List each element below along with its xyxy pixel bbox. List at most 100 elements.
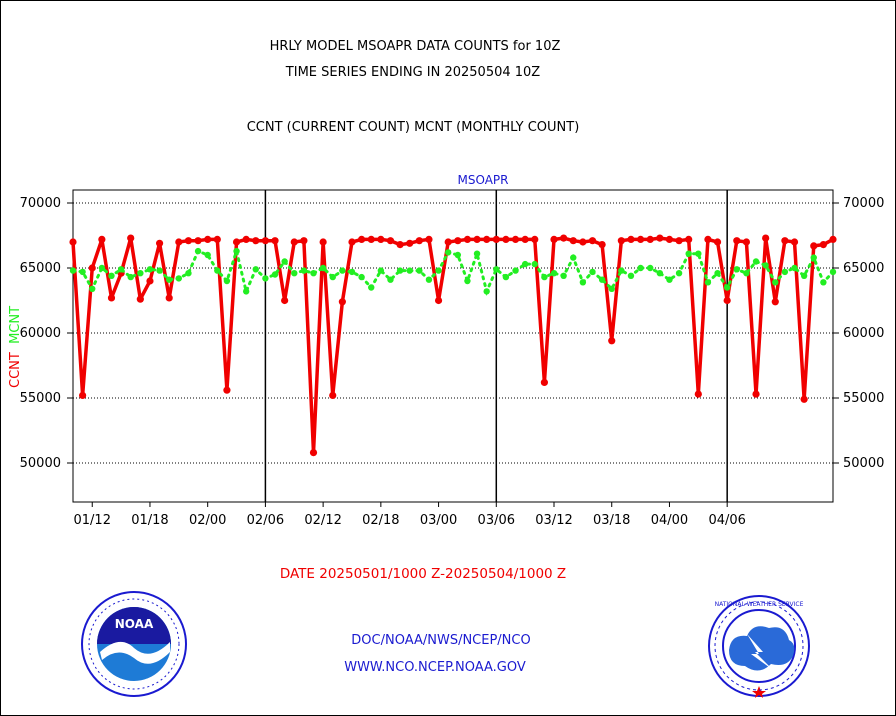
point-mcnt xyxy=(368,284,375,291)
point-mcnt xyxy=(233,247,240,255)
point-ccnt xyxy=(261,237,270,245)
point-ccnt xyxy=(627,235,635,243)
point-ccnt xyxy=(386,237,395,245)
point-mcnt xyxy=(262,275,269,282)
point-ccnt xyxy=(175,238,183,246)
x-tick-label: 04/06 xyxy=(708,513,745,528)
nco-link-www[interactable]: WWW.NCO.NCEP.NOAA.GOV xyxy=(344,660,526,675)
series-line-mcnt xyxy=(71,245,835,297)
point-mcnt xyxy=(98,264,106,272)
nws-logo-icon: NATIONAL WEATHER SERVICE xyxy=(708,595,810,698)
point-ccnt xyxy=(377,235,385,243)
header-title-line1: HRLY MODEL MSOAPR DATA COUNTS for 10Z xyxy=(269,39,561,54)
point-mcnt xyxy=(743,270,750,277)
point-ccnt xyxy=(579,238,587,246)
point-ccnt xyxy=(810,242,818,250)
point-mcnt xyxy=(454,251,462,259)
point-mcnt xyxy=(695,250,702,257)
point-ccnt xyxy=(69,238,77,246)
point-ccnt xyxy=(358,235,366,243)
point-ccnt xyxy=(79,391,87,399)
point-ccnt xyxy=(338,298,346,306)
x-tick-label: 03/00 xyxy=(420,513,457,528)
point-ccnt xyxy=(502,235,510,243)
point-mcnt xyxy=(425,276,433,283)
point-ccnt xyxy=(194,237,202,245)
point-ccnt xyxy=(367,235,375,243)
point-ccnt xyxy=(252,237,260,245)
point-mcnt xyxy=(435,267,442,274)
point-mcnt xyxy=(598,276,606,283)
point-mcnt xyxy=(108,272,115,279)
y-tick-label-right: 50000 xyxy=(843,456,884,471)
date-range-label: DATE 20250501/1000 Z-20250504/1000 Z xyxy=(279,566,567,582)
y-tick-label-left: 70000 xyxy=(20,196,61,211)
point-ccnt xyxy=(781,237,789,245)
y-tick-label-left: 60000 xyxy=(20,326,61,341)
point-ccnt xyxy=(107,294,116,302)
point-ccnt xyxy=(281,296,289,305)
point-ccnt xyxy=(425,235,433,243)
point-ccnt xyxy=(521,235,529,243)
point-mcnt xyxy=(800,272,808,279)
x-tick-label: 03/06 xyxy=(478,513,515,528)
point-mcnt xyxy=(829,268,837,276)
point-mcnt xyxy=(377,267,385,274)
y-tick-label-right: 60000 xyxy=(843,326,884,341)
point-ccnt xyxy=(511,235,520,243)
point-ccnt xyxy=(656,234,664,242)
point-ccnt xyxy=(675,237,683,245)
point-mcnt xyxy=(791,264,798,272)
x-tick-label: 02/00 xyxy=(189,513,226,528)
point-mcnt xyxy=(319,264,327,272)
point-mcnt xyxy=(675,270,683,277)
point-mcnt xyxy=(156,267,163,274)
point-ccnt xyxy=(560,234,568,242)
point-ccnt xyxy=(646,235,654,243)
point-mcnt xyxy=(550,270,558,277)
point-mcnt xyxy=(310,270,317,277)
point-mcnt xyxy=(762,262,769,269)
point-ccnt xyxy=(694,390,702,398)
point-ccnt xyxy=(800,395,808,403)
x-tick-label: 01/12 xyxy=(74,513,111,528)
point-mcnt xyxy=(820,279,827,286)
point-ccnt xyxy=(685,235,693,243)
point-ccnt xyxy=(483,235,491,243)
point-ccnt xyxy=(155,239,164,247)
point-ccnt xyxy=(569,237,577,245)
header-title-line2: TIME SERIES ENDING IN 20250504 10Z xyxy=(285,65,541,80)
y-tick-label-right: 55000 xyxy=(843,391,884,406)
point-ccnt xyxy=(136,295,144,303)
point-ccnt xyxy=(550,235,558,243)
point-ccnt xyxy=(790,238,799,246)
nco-link-doc[interactable]: DOC/NOAA/NWS/NCEP/NCO xyxy=(351,633,531,648)
point-ccnt xyxy=(396,241,404,249)
x-tick-label: 02/06 xyxy=(247,513,284,528)
point-mcnt xyxy=(531,260,538,268)
y-tick-label-left: 50000 xyxy=(20,456,61,471)
y-tick-label-right: 65000 xyxy=(843,261,884,276)
point-ccnt xyxy=(742,238,751,246)
header-title-line3: CCNT (CURRENT COUNT) MCNT (MONTHLY COUNT… xyxy=(246,120,580,135)
point-ccnt xyxy=(223,386,231,394)
point-mcnt xyxy=(560,272,567,279)
point-ccnt xyxy=(415,237,423,245)
point-mcnt xyxy=(117,266,125,273)
point-mcnt xyxy=(387,276,394,283)
point-mcnt xyxy=(473,250,481,257)
point-ccnt xyxy=(127,234,135,242)
point-ccnt xyxy=(271,237,279,245)
point-mcnt xyxy=(194,247,202,255)
point-mcnt xyxy=(656,270,664,277)
point-ccnt xyxy=(636,235,645,243)
point-mcnt xyxy=(127,273,134,281)
point-ccnt xyxy=(531,235,539,243)
point-mcnt xyxy=(723,284,731,291)
point-ccnt xyxy=(213,235,221,243)
point-ccnt xyxy=(454,237,462,245)
point-mcnt xyxy=(214,267,221,274)
x-tick-label: 02/18 xyxy=(362,513,399,528)
point-mcnt xyxy=(637,264,644,272)
x-tick-label: 03/18 xyxy=(593,513,630,528)
